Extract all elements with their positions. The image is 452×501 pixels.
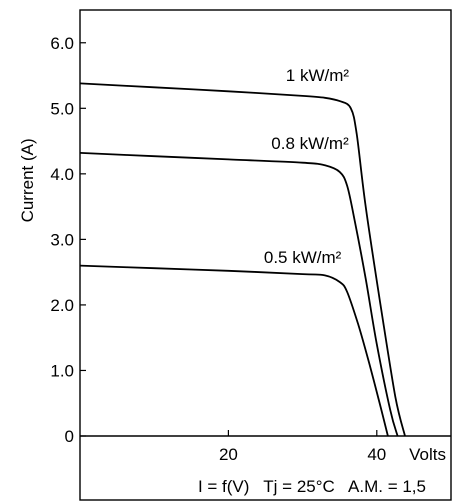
series-line-1: [79, 82, 406, 437]
test-conditions-caption: I = f(V) Tj = 25°C A.M. = 1,5: [198, 477, 426, 496]
y-tick-label: 0: [65, 427, 74, 446]
y-axis-label: Current (A): [18, 138, 37, 222]
x-tick-label: 20: [219, 445, 238, 464]
series-label-3: 0.5 kW/m²: [264, 248, 342, 267]
y-tick-label: 2.0: [50, 296, 74, 315]
y-tick-label: 3.0: [50, 230, 74, 249]
series-label-1: 1 kW/m²: [286, 66, 350, 85]
y-tick-label: 1.0: [50, 361, 74, 380]
x-tick-label: 40: [367, 445, 386, 464]
y-tick-label: 6.0: [50, 34, 74, 53]
x-axis-label: Volts: [409, 445, 446, 464]
series-line-2: [79, 152, 399, 437]
series-label-2: 0.8 kW/m²: [271, 134, 349, 153]
y-tick-label: 4.0: [50, 165, 74, 184]
y-tick-label: 5.0: [50, 99, 74, 118]
series-line-3: [79, 264, 389, 437]
plot-frame: [79, 9, 452, 501]
